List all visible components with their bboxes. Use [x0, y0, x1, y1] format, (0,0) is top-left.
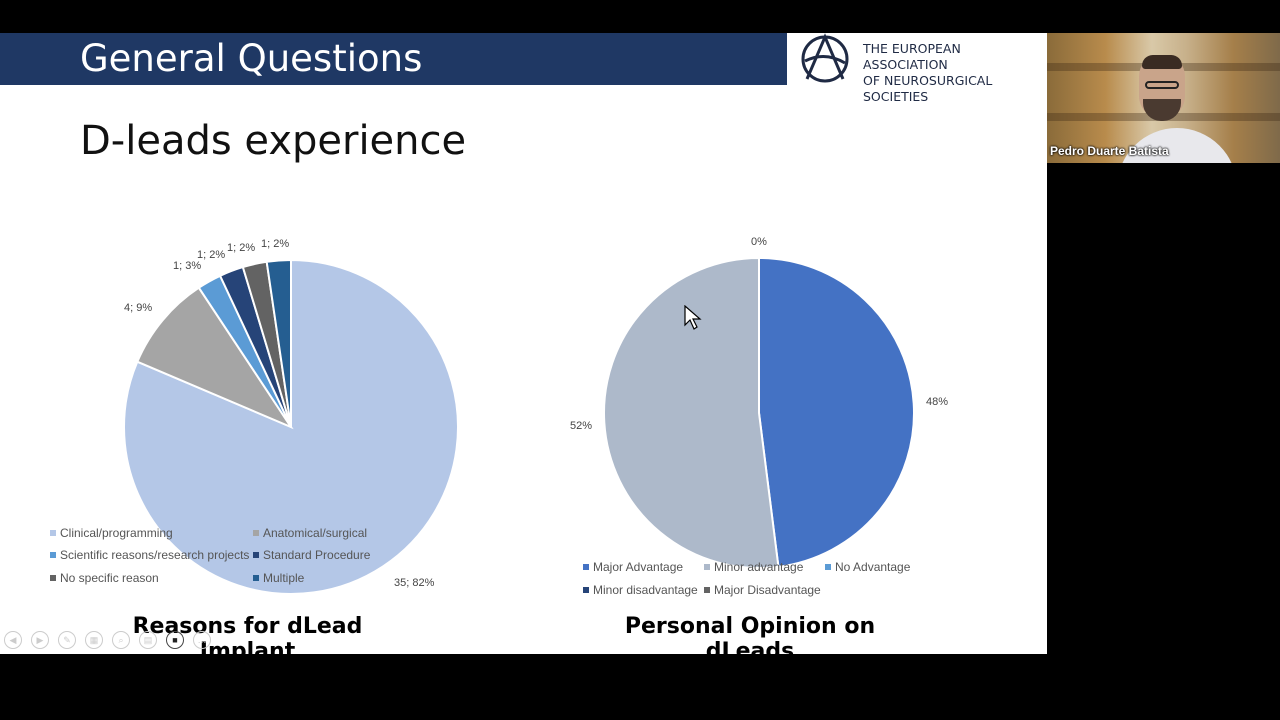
legend-swatch — [583, 586, 589, 593]
logo-line-2: OF NEUROSURGICAL SOCIETIES — [863, 73, 993, 104]
zoom-icon[interactable]: ⌕ — [112, 631, 130, 649]
next-icon[interactable]: ▶ — [31, 631, 49, 649]
logo-text: THE EUROPEAN ASSOCIATION OF NEUROSURGICA… — [863, 41, 1047, 105]
legend-label: Clinical/programming — [60, 526, 173, 540]
legend-label: Anatomical/surgical — [263, 526, 368, 540]
legend-item-0-5: Multiple — [253, 571, 304, 585]
pie-slice-0-5 — [265, 258, 292, 428]
legend-label: Standard Procedure — [263, 548, 371, 562]
charts-canvas — [123, 256, 916, 595]
logo-line-1: THE EUROPEAN ASSOCIATION — [863, 41, 961, 72]
legend-swatch — [50, 574, 56, 581]
legend-item-0-2: Scientific reasons/research projects — [50, 548, 249, 562]
legend-label: Major Advantage — [593, 560, 684, 574]
legend-swatch — [50, 529, 56, 536]
data-label-0-5: 1; 2% — [261, 238, 290, 250]
pie-slice-1-1 — [603, 256, 780, 569]
participant-video[interactable]: Pedro Duarte Batista — [1047, 33, 1280, 163]
mouse-cursor-icon — [684, 305, 702, 330]
camera-icon[interactable]: ■ — [166, 631, 184, 649]
legend-label: Minor advantage — [714, 560, 804, 574]
legend-label: Multiple — [263, 571, 305, 585]
pie-slice-1-0 — [758, 256, 916, 568]
title-bar: General Questions — [0, 33, 787, 85]
participant-hair — [1142, 55, 1182, 69]
data-label-1-1: 52% — [570, 420, 593, 432]
legend-swatch — [704, 586, 710, 593]
legend-item-1-2: No Advantage — [825, 560, 910, 574]
legend-item-1-1: Minor advantage — [704, 560, 803, 574]
legend-label: Minor disadvantage — [593, 583, 698, 597]
legend-label: Major Disadvantage — [714, 583, 821, 597]
prev-icon[interactable]: ◀ — [4, 631, 22, 649]
pen-icon[interactable]: ✎ — [58, 631, 76, 649]
legend-swatch — [253, 551, 259, 558]
legend-swatch — [253, 574, 259, 581]
data-label-0-4: 1; 2% — [227, 242, 256, 254]
data-label-0-1: 4; 9% — [124, 302, 153, 314]
legend-label: No specific reason — [60, 571, 159, 585]
data-label-1-0: 48% — [926, 396, 949, 408]
legend-item-1-4: Major Disadvantage — [704, 583, 821, 597]
subtitles-icon[interactable]: ▤ — [139, 631, 157, 649]
legend-swatch — [583, 563, 589, 570]
legend-label: Scientific reasons/research projects — [60, 548, 250, 562]
data-label-0-3: 1; 2% — [197, 249, 226, 261]
legend-item-0-0: Clinical/programming — [50, 526, 173, 540]
glasses-icon — [1145, 81, 1179, 89]
chart-title-reasons: Reasons for dLead Implant — [132, 614, 363, 664]
legend-item-1-0: Major Advantage — [583, 560, 683, 574]
data-label-0-0: 35; 82% — [394, 577, 435, 589]
legend-item-0-4: No specific reason — [50, 571, 159, 585]
data-label-1-2: 0% — [751, 236, 767, 248]
pie-slice-0-1 — [135, 286, 294, 430]
more-icon[interactable]: … — [193, 631, 211, 649]
legend-swatch — [253, 529, 259, 536]
participant-beard — [1143, 99, 1181, 121]
participant-name: Pedro Duarte Batista — [1050, 144, 1169, 158]
legend-swatch — [704, 563, 710, 570]
slide-subtitle: D-leads experience — [80, 118, 467, 164]
legend-swatch — [50, 551, 56, 558]
chart-title-opinion: Personal Opinion on dLeads — [624, 614, 876, 664]
legend-item-0-3: Standard Procedure — [253, 548, 370, 562]
legend-label: No Advantage — [835, 560, 911, 574]
slides-icon[interactable]: ▦ — [85, 631, 103, 649]
slide-title: General Questions — [80, 37, 423, 80]
eans-logo: THE EUROPEAN ASSOCIATION OF NEUROSURGICA… — [787, 33, 1047, 104]
legend-item-0-1: Anatomical/surgical — [253, 526, 367, 540]
legend-item-1-3: Minor disadvantage — [583, 583, 698, 597]
legend-swatch — [825, 563, 831, 570]
eans-emblem-icon — [801, 33, 849, 83]
data-label-0-2: 1; 3% — [173, 260, 202, 272]
